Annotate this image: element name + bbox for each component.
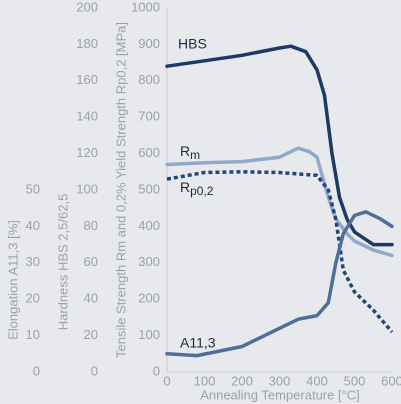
x-tick-label: 100 <box>194 373 216 388</box>
y3-tick-label: 20 <box>26 291 40 306</box>
y2-tick-label: 140 <box>76 109 98 124</box>
x-tick-label: 300 <box>269 373 291 388</box>
y2-tick-label: 180 <box>76 36 98 51</box>
x-tick-label: 0 <box>163 373 170 388</box>
x-tick-label: 200 <box>231 373 253 388</box>
y-tick-label: 600 <box>138 145 160 160</box>
series-line <box>165 44 394 247</box>
y3-tick-label: 10 <box>26 327 40 342</box>
y-tick-label: 800 <box>138 72 160 87</box>
y2-tick-label: 20 <box>84 327 98 342</box>
y2-tick-label: 40 <box>84 291 98 306</box>
series-label: Rp0,2 <box>180 179 214 198</box>
y2-tick-label: 100 <box>76 181 98 196</box>
x-tick-label: 500 <box>344 373 366 388</box>
y-tick-label: 0 <box>153 363 160 378</box>
y-tick-label: 1000 <box>131 0 160 14</box>
y2-tick-label: 60 <box>84 254 98 269</box>
y2-tick-label: 120 <box>76 145 98 160</box>
y2-tick-label: 200 <box>76 0 98 14</box>
y-tick-label: 700 <box>138 109 160 124</box>
x-tick-label: 600 <box>381 373 401 388</box>
x-axis-title: Annealing Temperature [°C] <box>200 387 360 402</box>
series-label: HBS <box>178 36 207 52</box>
y2-tick-label: 80 <box>84 218 98 233</box>
y-tick-label: 500 <box>138 181 160 196</box>
x-tick-label: 400 <box>306 373 328 388</box>
series-label: Rm <box>180 143 200 162</box>
y2-tick-label: 160 <box>76 72 98 87</box>
series-label: A11,3 <box>180 335 216 351</box>
y2-axis-title: Hardness HBS 2,5/62,5 <box>55 194 70 331</box>
y-tick-label: 400 <box>138 218 160 233</box>
y-tick-label: 300 <box>138 254 160 269</box>
y3-axis-title: Elongation A11,3 [%] <box>5 220 20 340</box>
series-line <box>165 210 394 358</box>
series-line <box>165 146 394 258</box>
y3-tick-label: 50 <box>26 181 40 196</box>
y3-tick-label: 40 <box>26 218 40 233</box>
series-line <box>166 170 394 334</box>
y3-tick-label: 0 <box>33 363 40 378</box>
y-tick-label: 100 <box>138 327 160 342</box>
y-axis-title: Tensile Strength Rm and 0,2% Yield Stren… <box>113 22 128 358</box>
y2-tick-label: 0 <box>91 363 98 378</box>
y-tick-label: 900 <box>138 36 160 51</box>
y-tick-label: 200 <box>138 291 160 306</box>
y3-tick-label: 30 <box>26 254 40 269</box>
